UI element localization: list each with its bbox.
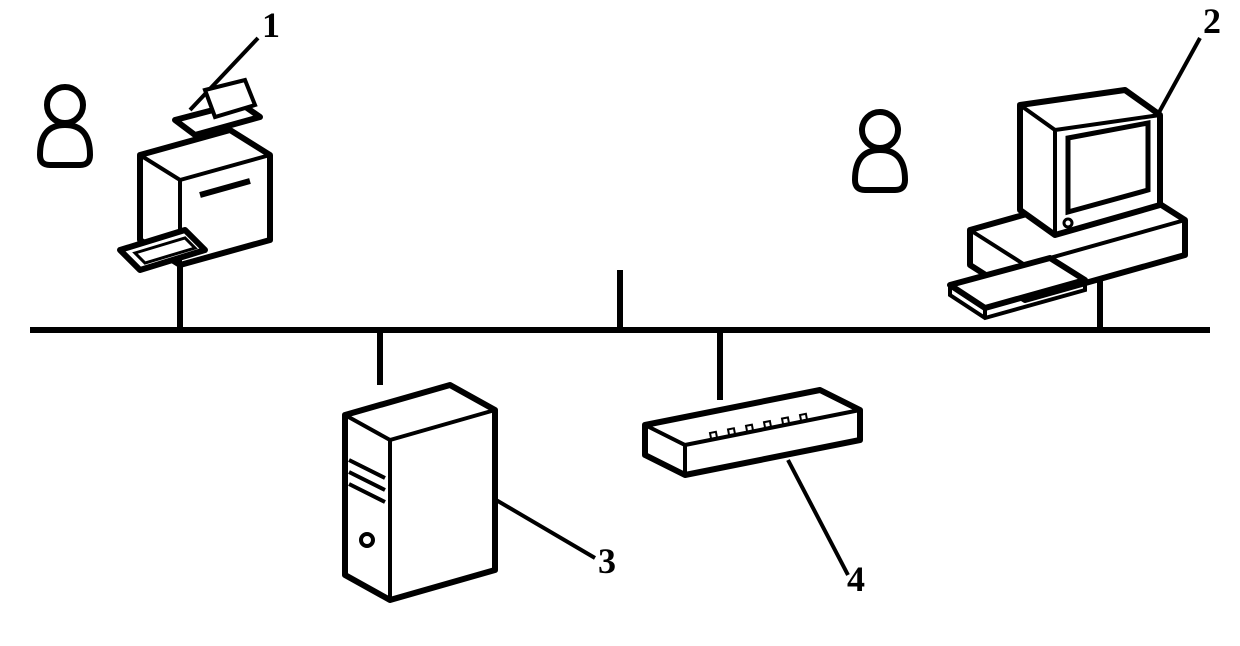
server-icon — [345, 385, 495, 600]
label-printer: 1 — [262, 4, 280, 46]
label-switch: 4 — [847, 558, 865, 600]
diagram-svg — [0, 0, 1240, 646]
computer-icon — [950, 90, 1185, 318]
label-computer: 2 — [1203, 0, 1221, 42]
switch-icon — [645, 390, 860, 475]
person-icon — [855, 112, 905, 190]
diagram-stage: 1 2 3 4 — [0, 0, 1240, 646]
person-icon — [40, 87, 90, 165]
printer-icon — [120, 80, 270, 270]
label-server: 3 — [598, 540, 616, 582]
